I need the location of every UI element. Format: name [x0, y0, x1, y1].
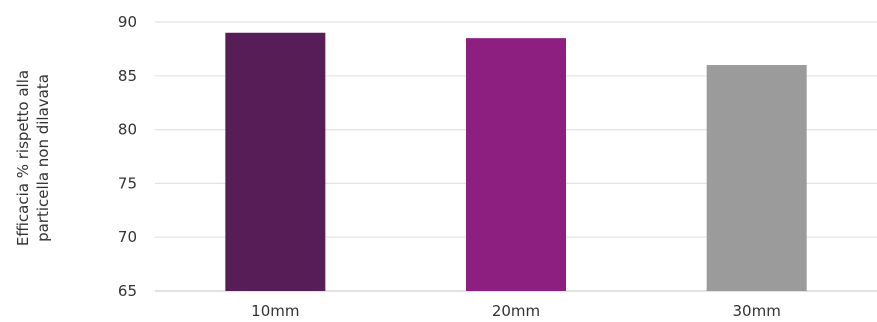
- x-tick-label: 10mm: [251, 302, 299, 320]
- y-tick-label: 90: [118, 13, 137, 31]
- bar-30mm: [706, 65, 807, 291]
- y-tick-label: 85: [118, 67, 137, 85]
- y-tick-label: 70: [118, 228, 137, 246]
- y-axis-title-line-2: particella non dilavata: [34, 74, 52, 242]
- y-tick-label: 65: [118, 282, 137, 300]
- x-tick-label: 30mm: [733, 302, 781, 320]
- y-axis-title-line-1: Efficacia % rispetto alla: [14, 70, 32, 246]
- x-axis-ticks: 10mm 20mm 30mm: [251, 302, 781, 320]
- bar-10mm: [225, 32, 326, 291]
- y-axis-ticks: 65 70 75 80 85 90: [118, 13, 137, 300]
- x-tick-label: 20mm: [492, 302, 540, 320]
- y-tick-label: 80: [118, 121, 137, 139]
- bar-20mm: [466, 38, 566, 291]
- bars: [225, 32, 807, 291]
- y-tick-label: 75: [118, 174, 137, 192]
